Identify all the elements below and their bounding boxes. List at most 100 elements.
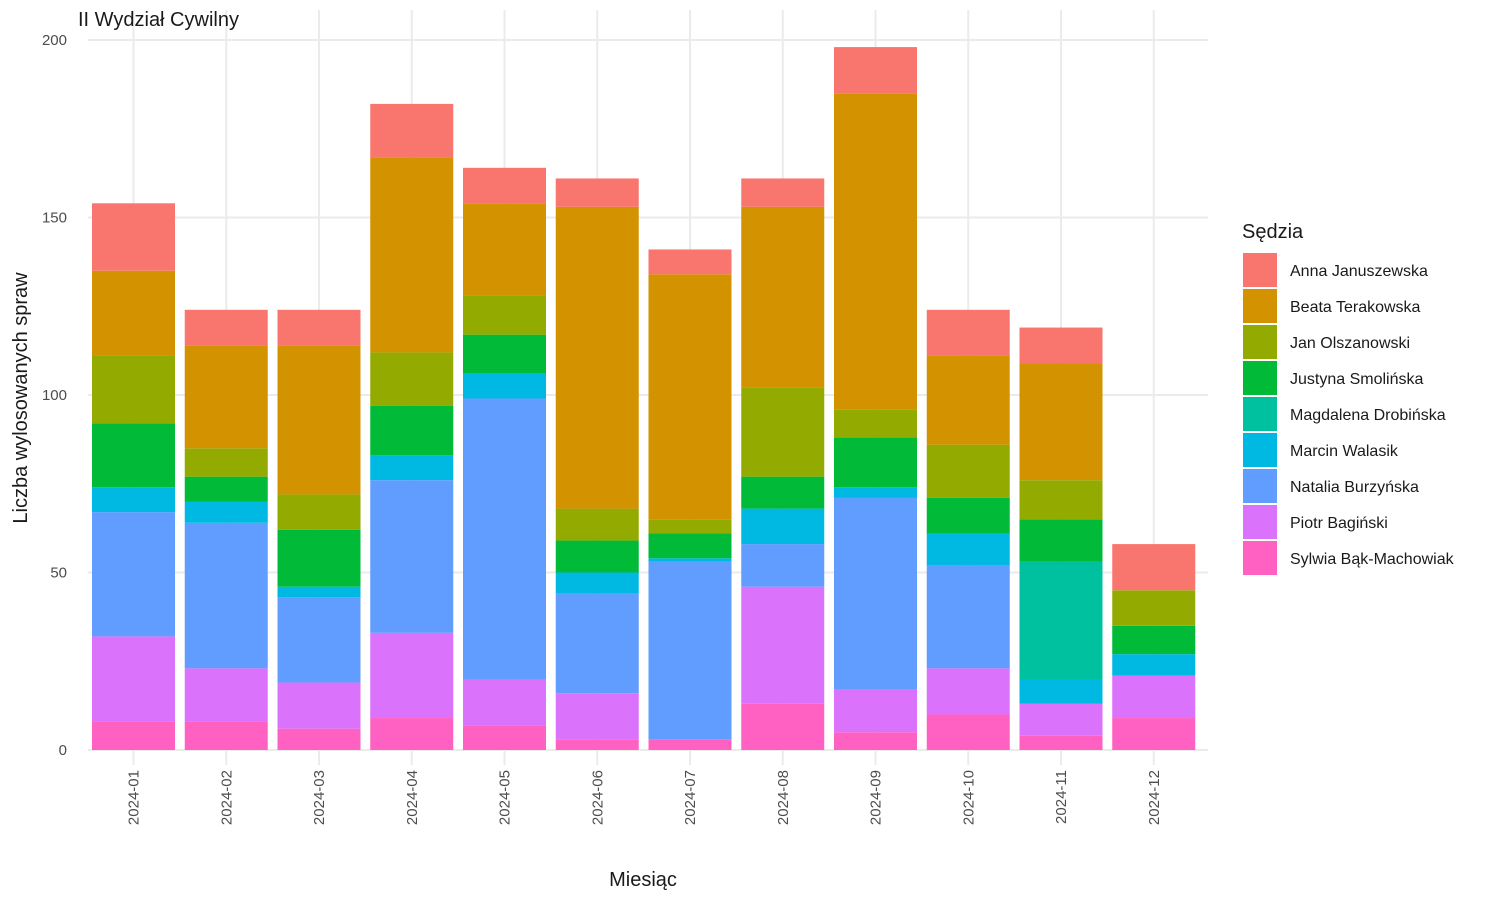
bar-segment (463, 203, 546, 296)
bar-segment (277, 597, 361, 683)
bar-segment (1019, 363, 1103, 481)
legend-label: Marcin Walasik (1290, 443, 1399, 460)
x-tick-label: 2024-06 (589, 770, 606, 825)
bar-segment (370, 455, 454, 481)
bar-segment (370, 405, 454, 456)
bar-segment (926, 565, 1010, 669)
bar-segment (555, 572, 639, 594)
bar-segment (184, 522, 268, 669)
bar-segment (277, 309, 361, 346)
legend-key (1243, 325, 1277, 359)
bar-segment (184, 309, 268, 346)
bar-segment (463, 725, 546, 750)
bar-segment (184, 476, 268, 502)
bar-segment (834, 487, 917, 498)
x-tick-label: 2024-12 (1146, 770, 1163, 825)
bar-segment (1019, 561, 1103, 679)
bar-segment (741, 476, 825, 509)
bar-segment (277, 345, 361, 495)
legend: Sędzia Anna Januszewska Beata Terakowska J… (1242, 221, 1455, 575)
bar-segment (277, 529, 361, 587)
bar-segment (555, 508, 639, 541)
bar-segment (555, 540, 639, 573)
bar-segment (1019, 735, 1103, 750)
bar-segment (463, 334, 546, 374)
bar-segment (370, 632, 454, 719)
x-axis-ticks: 2024-01 2024-02 2024-03 2024-04 2024-05 2024-… (126, 770, 1163, 825)
bar-segment (648, 561, 732, 740)
bar-segment (1019, 519, 1103, 562)
bar-segment (370, 480, 454, 633)
x-tick-label: 2024-11 (1053, 770, 1070, 824)
bar-segment (834, 93, 917, 410)
x-tick-label: 2024-05 (497, 770, 514, 825)
legend-label: Piotr Bagiński (1290, 515, 1388, 532)
bar-segment (277, 586, 361, 598)
bar-segment (92, 203, 175, 271)
bar-segment (1019, 703, 1103, 736)
bar-segment (926, 309, 1010, 356)
bar-segment (741, 586, 825, 704)
legend-label: Magdalena Drobińska (1290, 407, 1446, 424)
legend-key (1243, 361, 1277, 395)
bar-segment (555, 693, 639, 740)
x-tick-label: 2024-01 (126, 770, 143, 825)
bar-segment (741, 508, 825, 545)
bar-segment (184, 721, 268, 750)
bar-segment (648, 274, 732, 520)
y-tick-label: 150 (42, 210, 67, 227)
bar-segment (741, 703, 825, 750)
legend-key (1243, 433, 1277, 467)
bar-segment (463, 373, 546, 399)
bar-segment (184, 448, 268, 477)
x-tick-label: 2024-04 (404, 770, 421, 825)
bar-segment (92, 270, 175, 356)
x-tick-label: 2024-08 (775, 770, 792, 825)
bar-segment (926, 533, 1010, 566)
y-tick-label: 50 (50, 565, 67, 582)
bar-segment (184, 668, 268, 722)
bar-segment (648, 558, 732, 562)
bars (92, 47, 1196, 750)
bar-segment (555, 178, 639, 207)
bar-segment (741, 206, 825, 388)
bar-segment (741, 544, 825, 587)
bar-segment (1112, 675, 1196, 719)
bar-segment (1112, 718, 1196, 750)
bar-segment (370, 103, 454, 158)
bar-segment (834, 732, 917, 750)
bar-segment (834, 409, 917, 438)
bar-segment (184, 501, 268, 523)
bar-segment (277, 494, 361, 530)
bar-segment (277, 728, 361, 750)
bar-segment (92, 423, 175, 488)
bar-segment (926, 355, 1010, 445)
bar-segment (92, 636, 175, 722)
bar-segment (741, 387, 825, 477)
bar-segment (370, 157, 454, 353)
bar-segment (1019, 327, 1103, 364)
bar-segment (648, 519, 732, 534)
bar-segment (926, 668, 1010, 715)
bar-segment (370, 718, 454, 750)
x-tick-label: 2024-07 (682, 770, 699, 825)
legend-key (1243, 289, 1277, 323)
bar-segment (92, 512, 175, 637)
x-tick-label: 2024-02 (218, 770, 235, 825)
bar-segment (834, 437, 917, 488)
chart-title: II Wydział Cywilny (78, 9, 239, 31)
legend-key (1243, 505, 1277, 539)
legend-key (1243, 469, 1277, 503)
bar-segment (834, 689, 917, 733)
bar-segment (648, 533, 732, 559)
bar-segment (834, 497, 917, 690)
bar-segment (1019, 480, 1103, 520)
legend-key (1243, 541, 1277, 575)
bar-segment (1112, 590, 1196, 626)
bar-segment (184, 345, 268, 449)
bar-segment (92, 355, 175, 424)
y-tick-label: 100 (42, 387, 67, 404)
legend-key (1243, 397, 1277, 431)
bar-segment (92, 487, 175, 513)
bar-segment (555, 593, 639, 694)
